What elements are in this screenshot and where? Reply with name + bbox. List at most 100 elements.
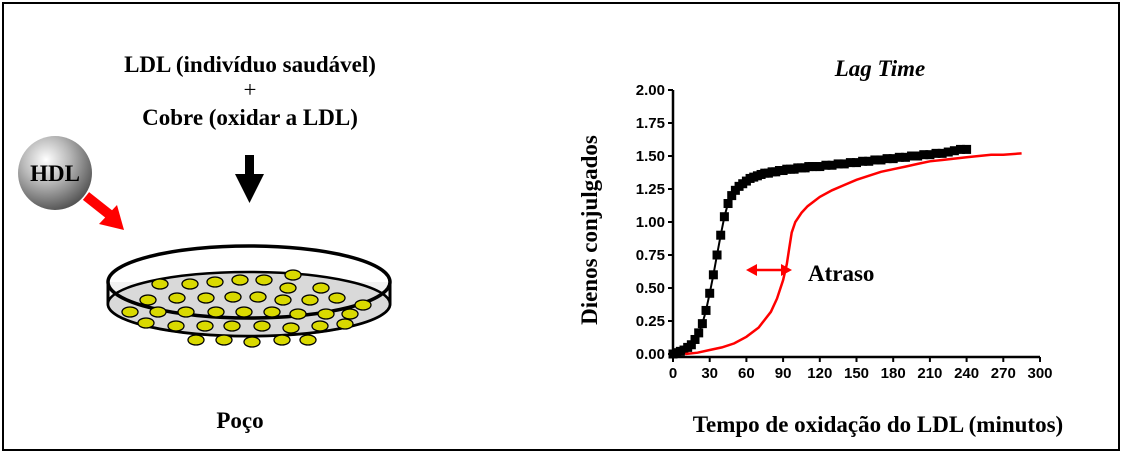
y-axis-label: Dienos conjulgados [577,135,602,325]
ldl-particle [168,292,186,304]
petri-dish [106,244,392,348]
y-tick-label: 0.50 [636,280,665,297]
x-tick-label: 60 [738,365,755,382]
data-point [833,159,843,169]
ldl-particle [299,334,317,346]
x-tick-label: 270 [991,365,1016,382]
series-layer [668,144,1022,359]
ldl-particle [231,274,249,286]
ldl-particle [282,322,300,334]
ldl-particle [274,294,292,306]
data-point [686,340,696,350]
ldl-particle [253,320,271,332]
x-tick-label: 180 [881,365,906,382]
y-tick-label: 0.75 [636,247,665,264]
data-point [894,152,904,162]
data-point [870,155,880,165]
ldl-particle [121,306,139,318]
ldl-particle [235,306,253,318]
ldl-particle [341,308,359,320]
data-point [937,148,947,158]
red-arrow [82,192,124,230]
ldl-particle [137,317,155,329]
chart-title: Lag Time [834,56,926,81]
data-point [864,156,874,166]
data-point [690,334,700,344]
ldl-particle [317,308,335,320]
hdl-label: HDL [30,161,80,186]
ldl-particle [223,320,241,332]
x-tick-label: 210 [917,365,942,382]
data-point [913,151,923,161]
data-point [712,250,722,260]
data-point [839,159,849,169]
data-point [858,156,868,166]
data-point [949,146,959,156]
ldl-particle [224,291,242,303]
x-tick-label: 150 [844,365,869,382]
data-point [708,270,718,280]
data-point [907,151,917,161]
data-point [694,328,704,338]
ldl-particle [336,318,354,330]
ldl-particle [181,278,199,290]
down-arrow [235,155,264,203]
ldl-particle [263,306,281,318]
x-axis: 0 30 60 90 120 150 180 210 240 270 300 [669,355,1053,382]
data-point [845,158,855,168]
y-tick-label: 0.00 [636,346,665,363]
ldl-particle [255,274,273,286]
x-tick-label: 90 [775,365,792,382]
ldl-particle [149,306,167,318]
data-point [815,162,825,172]
ldl-particle [196,320,214,332]
ldl-particle [301,294,319,306]
hdl-particle: HDL [18,136,92,210]
data-point [716,230,726,240]
ldl-particle [177,306,195,318]
data-point [900,152,910,162]
red-series-line [685,152,1022,356]
ldl-particle [354,299,372,311]
data-point [827,160,837,170]
y-tick-label: 0.25 [636,313,665,330]
x-axis-label: Tempo de oxidação do LDL (minutos) [692,412,1064,437]
x-tick-label: 0 [669,365,677,382]
data-point [882,154,892,164]
ldl-particle [187,334,205,346]
ldl-particle [284,269,302,281]
ldl-particles [121,269,372,348]
ldl-particle [273,334,291,346]
dish-rim [106,244,392,320]
ldl-particle [279,282,297,294]
y-tick-label: 1.00 [636,214,665,231]
data-point [723,199,733,209]
ldl-particle [151,278,169,290]
y-tick-label: 1.25 [636,181,665,198]
y-tick-label: 2.00 [636,82,665,99]
ldl-particle [167,320,185,332]
ldl-particle [311,320,329,332]
lag-double-arrow [746,264,792,276]
ldl-particle [197,292,215,304]
ldl-particle [215,334,233,346]
ldl-particle [328,292,346,304]
well-caption: Poço [216,408,264,433]
data-point [919,150,929,160]
data-point [888,154,898,164]
x-tick-label: 300 [1027,365,1052,382]
ldl-particle [207,306,225,318]
data-point [925,150,935,160]
ldl-particle [289,308,307,320]
x-tick-label: 240 [954,365,979,382]
data-point [955,144,965,154]
data-point [727,191,737,201]
data-point [962,144,972,154]
data-point [852,158,861,168]
copper-subtitle: Cobre (oxidar a LDL) [142,105,358,130]
figure-frame [2,2,1120,451]
data-point [821,160,831,170]
data-point [931,148,941,158]
x-tick-label: 120 [807,365,832,382]
